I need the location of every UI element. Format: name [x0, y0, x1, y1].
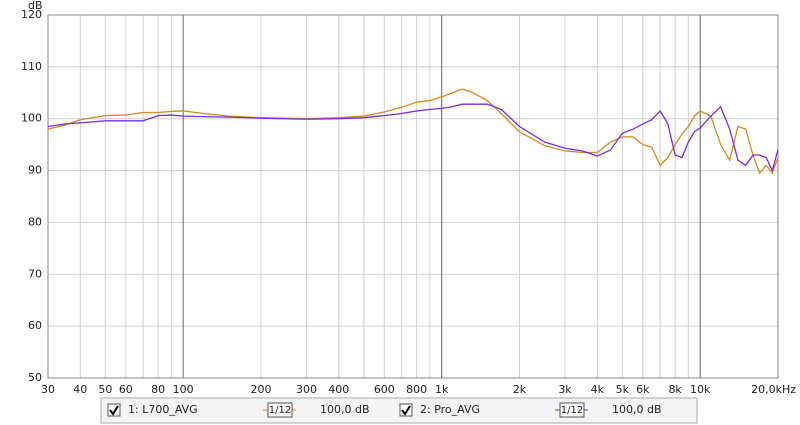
x-tick-label: 600: [374, 383, 395, 396]
x-tick-label: 1k: [435, 383, 449, 396]
x-tick-label: 200: [250, 383, 271, 396]
x-tick-label: 80: [151, 383, 165, 396]
x-tick-label: 800: [406, 383, 427, 396]
y-tick-label: 50: [28, 371, 42, 384]
x-tick-label: 4k: [591, 383, 605, 396]
smoothing: 1/12: [269, 405, 291, 416]
y-tick-label: 80: [28, 215, 42, 228]
y-tick-label: 70: [28, 267, 42, 280]
legend: [100, 397, 698, 424]
legend-offset: 100,0 dB: [612, 403, 662, 416]
x-tick-label: 3k: [558, 383, 572, 396]
x-tick-label: 20,0kHz: [751, 383, 796, 396]
smoothing: 1/12: [561, 405, 583, 416]
legend-name: 1: L700_AVG: [128, 403, 198, 416]
x-tick-label: 40: [73, 383, 87, 396]
legend-offset: 100,0 dB: [320, 403, 370, 416]
y-tick-label: 60: [28, 319, 42, 332]
x-tick-label: 10k: [690, 383, 711, 396]
legend-check: [401, 405, 411, 416]
plot-area: [47, 14, 779, 379]
y-tick-label: 110: [21, 60, 42, 73]
y-tick-label: 90: [28, 164, 42, 177]
legend-check: [109, 405, 119, 416]
x-tick-label: 30: [41, 383, 55, 396]
x-tick-label: 50: [98, 383, 112, 396]
series-line: [47, 88, 779, 175]
x-tick-label: 60: [119, 383, 133, 396]
x-tick-label: 300: [296, 383, 317, 396]
x-tick-label: 6k: [636, 383, 650, 396]
smoothing-box[interactable]: [267, 402, 293, 418]
y-tick-label: 120: [21, 8, 42, 21]
y-axis-label: dB: [28, 0, 43, 12]
x-tick-label: 100: [173, 383, 194, 396]
x-tick-label: 400: [328, 383, 349, 396]
x-tick-label: 8k: [668, 383, 682, 396]
series-line: [47, 103, 779, 173]
legend-name: 2: Pro_AVG: [420, 403, 480, 416]
x-tick-label: 5k: [616, 383, 630, 396]
y-tick-label: 100: [21, 112, 42, 125]
x-tick-label: 2k: [513, 383, 527, 396]
smoothing-box[interactable]: [559, 402, 585, 418]
plot-frame: [47, 14, 779, 379]
